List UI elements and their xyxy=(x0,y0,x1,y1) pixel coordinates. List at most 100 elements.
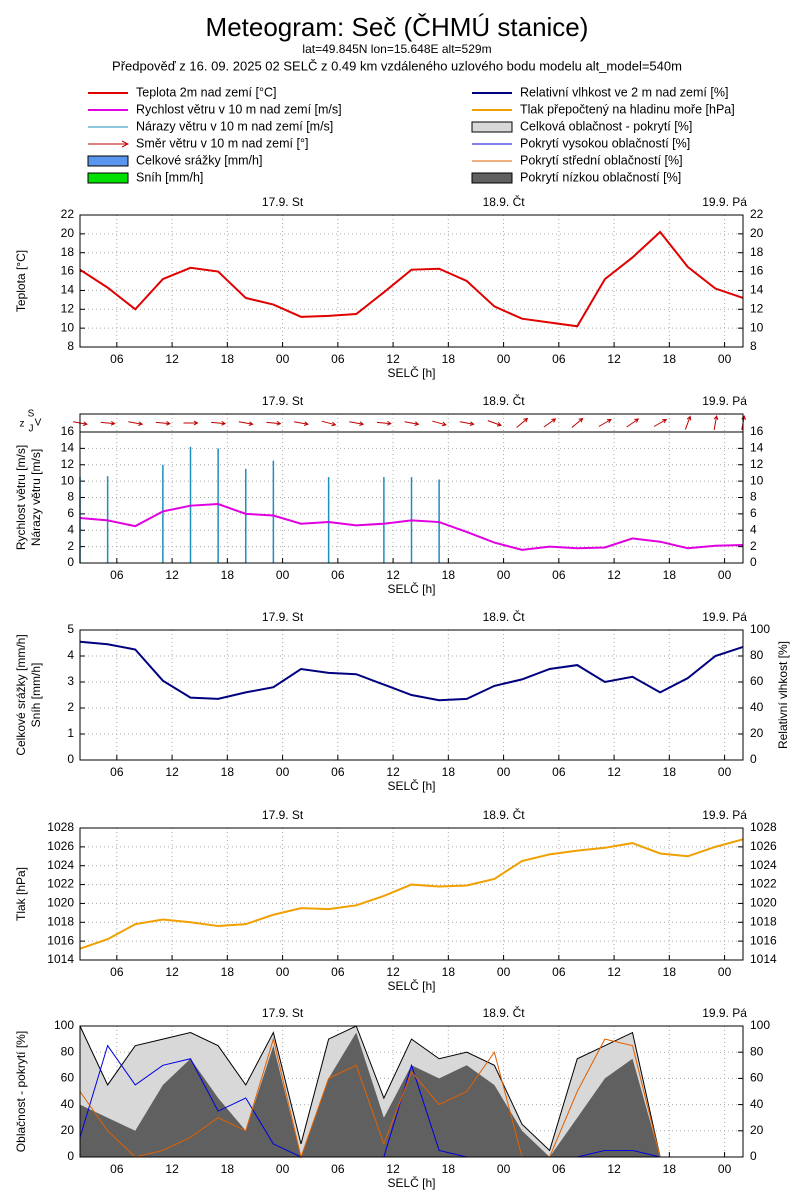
plot-frame xyxy=(79,214,744,348)
x-tick-label: 18 xyxy=(221,965,235,979)
wind-arrow xyxy=(266,420,282,426)
x-axis-label: SELČ [h] xyxy=(387,978,435,993)
y2-tick-label: 60 xyxy=(750,674,764,688)
legend-label: Celková oblačnost - pokrytí [%] xyxy=(520,119,692,133)
y-tick-label: 1026 xyxy=(750,839,777,853)
x-tick-label: 18 xyxy=(442,352,456,366)
y-tick-label: 22 xyxy=(750,207,764,221)
wind-arrow xyxy=(653,418,668,427)
day-label: 17.9. St xyxy=(262,394,304,408)
x-tick-label: 18 xyxy=(221,1162,235,1176)
plot-frame xyxy=(79,827,744,961)
series-line xyxy=(79,503,744,551)
x-tick-label: 06 xyxy=(331,765,345,779)
y-tick-label: 10 xyxy=(750,320,764,334)
legend-label: Pokrytí střední oblačností [%] xyxy=(520,153,683,167)
wind-arrow xyxy=(487,420,502,427)
y-tick-label: 20 xyxy=(750,226,764,240)
y-tick-label: 1028 xyxy=(47,820,74,834)
compass-label: z xyxy=(20,419,25,430)
legend-swatch xyxy=(471,121,513,133)
x-tick-label: 00 xyxy=(497,568,511,582)
x-tick-label: 06 xyxy=(552,568,566,582)
legend-swatch xyxy=(87,155,129,167)
day-label: 17.9. St xyxy=(262,808,304,822)
wind-arrow xyxy=(321,420,337,427)
wind-arrow xyxy=(100,420,116,426)
y-tick-label: 14 xyxy=(61,441,75,455)
wind-arrow xyxy=(432,420,447,427)
y-tick-label: 22 xyxy=(61,207,75,221)
y-tick-label: 1016 xyxy=(750,933,777,947)
x-tick-label: 00 xyxy=(718,765,732,779)
wind-arrow xyxy=(183,420,199,426)
plot-frame xyxy=(79,413,744,564)
compass-label: S xyxy=(28,409,35,420)
y-axis-label: Tlak [hPa] xyxy=(14,867,28,921)
x-tick-label: 18 xyxy=(221,352,235,366)
x-tick-label: 06 xyxy=(331,352,345,366)
y-tick-label: 3 xyxy=(67,674,74,688)
x-tick-label: 18 xyxy=(221,765,235,779)
x-tick-label: 12 xyxy=(165,1162,179,1176)
y2-tick-label: 40 xyxy=(750,700,764,714)
legend-swatch xyxy=(471,172,513,184)
x-tick-label: 12 xyxy=(386,1162,400,1176)
x-tick-label: 18 xyxy=(442,1162,456,1176)
x-axis-label: SELČ [h] xyxy=(387,778,435,793)
wind-arrow xyxy=(294,421,309,426)
y-tick-label: 4 xyxy=(750,522,757,536)
y-tick-label: 60 xyxy=(61,1071,75,1085)
wind-arrow xyxy=(626,418,640,428)
x-tick-label: 00 xyxy=(276,568,290,582)
x-tick-label: 06 xyxy=(110,1162,124,1176)
x-tick-label: 06 xyxy=(552,1162,566,1176)
x-tick-label: 00 xyxy=(497,765,511,779)
y-tick-label: 1014 xyxy=(750,952,777,966)
x-tick-label: 12 xyxy=(386,965,400,979)
series-line xyxy=(79,838,744,950)
y-tick-label: 1020 xyxy=(47,896,74,910)
y-tick-label: 12 xyxy=(750,457,764,471)
y-tick-label: 40 xyxy=(750,1097,764,1111)
wind-arrow xyxy=(459,421,475,426)
x-tick-label: 18 xyxy=(442,965,456,979)
x-tick-label: 18 xyxy=(663,568,677,582)
y-tick-label: 0 xyxy=(750,555,757,569)
x-tick-label: 06 xyxy=(331,568,345,582)
wind-arrow xyxy=(211,420,227,426)
y-axis-label: Oblačnost - pokrytí [%] xyxy=(14,1031,28,1152)
y2-axis-label: Relativní vlhkost [%] xyxy=(776,641,790,749)
y-tick-label: 2 xyxy=(67,700,74,714)
y-tick-label: 16 xyxy=(750,264,764,278)
x-tick-label: 18 xyxy=(442,765,456,779)
wind-arrow xyxy=(598,418,612,427)
x-tick-label: 06 xyxy=(331,965,345,979)
y-tick-label: 20 xyxy=(750,1123,764,1137)
y-tick-label: 18 xyxy=(750,245,764,259)
x-tick-label: 06 xyxy=(552,765,566,779)
series-line xyxy=(79,640,744,702)
x-tick-label: 00 xyxy=(276,1162,290,1176)
y-axis-label: Rychlost větru [m/s] xyxy=(14,445,28,550)
x-tick-label: 00 xyxy=(718,1162,732,1176)
y-tick-label: 14 xyxy=(750,283,764,297)
y-axis-label: Nárazy větru [m/s] xyxy=(29,449,43,546)
plot-frame xyxy=(79,1025,744,1158)
wind-arrow xyxy=(571,417,584,428)
x-tick-label: 00 xyxy=(276,965,290,979)
y-tick-label: 6 xyxy=(67,506,74,520)
day-label: 18.9. Čt xyxy=(483,393,526,408)
wind-arrow xyxy=(238,421,254,426)
y2-tick-label: 20 xyxy=(750,726,764,740)
y-tick-label: 8 xyxy=(750,339,757,353)
x-tick-label: 06 xyxy=(110,765,124,779)
compass-label: V xyxy=(35,418,42,429)
compass-label: J xyxy=(29,424,34,435)
x-tick-label: 00 xyxy=(497,1162,511,1176)
y-tick-label: 4 xyxy=(67,648,74,662)
x-tick-label: 00 xyxy=(718,568,732,582)
x-tick-label: 00 xyxy=(276,765,290,779)
